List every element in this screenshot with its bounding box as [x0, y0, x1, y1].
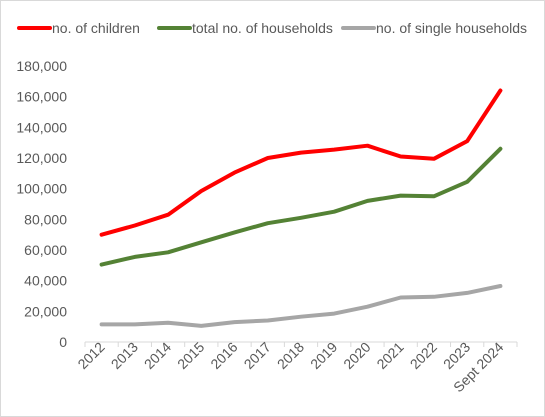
y-tick-label: 100,000 [16, 181, 67, 197]
legend-label: no. of single households [376, 20, 527, 36]
x-tick-label: 2012 [74, 339, 107, 372]
series-line [99, 146, 503, 267]
y-tick-label: 160,000 [16, 89, 67, 105]
x-tick-label: 2020 [340, 339, 373, 372]
x-tick-label: 2014 [141, 339, 174, 372]
x-tick-label: 2021 [373, 339, 406, 372]
series-line [99, 88, 503, 237]
y-tick-label: 80,000 [24, 211, 67, 227]
legend: no. of children total no. of households no… [17, 20, 527, 36]
series-line [99, 284, 503, 328]
x-tick-label: 2015 [174, 339, 207, 372]
x-tick-label: 2016 [207, 339, 240, 372]
legend-label: total no. of households [192, 20, 333, 36]
x-tick-label: 2017 [241, 339, 274, 372]
y-tick-label: 140,000 [16, 119, 67, 135]
y-tick-label: 180,000 [16, 58, 67, 74]
x-tick-label: 2013 [108, 339, 141, 372]
y-tick-label: 0 [59, 334, 67, 350]
y-tick-label: 60,000 [24, 242, 67, 258]
x-tick-label: 2019 [307, 339, 340, 372]
y-tick-label: 40,000 [24, 273, 67, 289]
y-axis: 0 20,000 40,000 60,000 80,000 100,000 120,000 1… [16, 58, 67, 350]
legend-label: no. of children [52, 20, 140, 36]
x-tick-label: 2018 [274, 339, 307, 372]
series-lines [99, 88, 503, 328]
y-tick-label: 20,000 [24, 303, 67, 319]
x-tick-label: 2022 [407, 339, 440, 372]
x-axis: 2012 2013 2014 2015 2016 2017 2018 2019 2020 2021… [74, 339, 518, 395]
y-tick-label: 120,000 [16, 150, 67, 166]
